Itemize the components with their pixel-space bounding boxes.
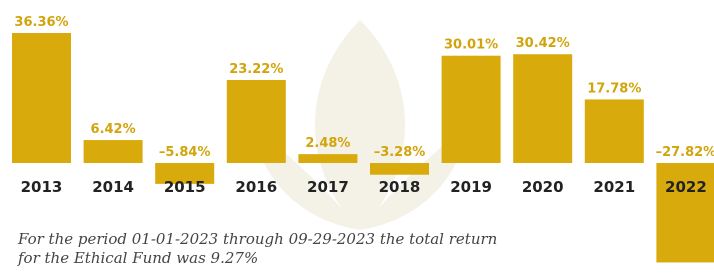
value-label: 6.42% (91, 122, 136, 137)
x-tick-label: 2022 (665, 178, 707, 196)
bar (298, 154, 357, 163)
bar (585, 99, 644, 163)
value-label: 23.22% (229, 62, 283, 77)
value-label: 30.01% (444, 38, 498, 53)
bar (442, 56, 501, 163)
x-tick-label: 2016 (235, 178, 277, 196)
x-tick-label: 2018 (379, 178, 421, 196)
x-tick-label: 2014 (92, 178, 134, 196)
bar (12, 33, 71, 163)
x-tick-label: 2019 (450, 178, 492, 196)
value-label: –3.28% (374, 145, 426, 160)
value-label: 36.36% (14, 15, 68, 30)
chart: For the period 01-01-2023 through 09-29-… (0, 0, 714, 278)
value-label: 17.78% (587, 81, 641, 96)
bar (84, 140, 143, 163)
value-label: –5.84% (159, 145, 211, 160)
value-label: –27.82% (656, 145, 714, 160)
x-tick-label: 2017 (307, 178, 349, 196)
footnote: For the period 01-01-2023 through 09-29-… (17, 230, 497, 248)
x-tick-label: 2013 (21, 178, 63, 196)
x-tick-label: 2015 (164, 178, 206, 196)
x-tick-label: 2021 (593, 178, 635, 196)
value-label: 30.42% (516, 36, 570, 51)
bar (370, 163, 429, 175)
bar (227, 80, 286, 163)
bar (513, 54, 572, 163)
value-label: 2.48% (305, 136, 350, 151)
x-tick-label: 2020 (522, 178, 564, 196)
footnote: for the Ethical Fund was 9.27% (17, 249, 258, 267)
